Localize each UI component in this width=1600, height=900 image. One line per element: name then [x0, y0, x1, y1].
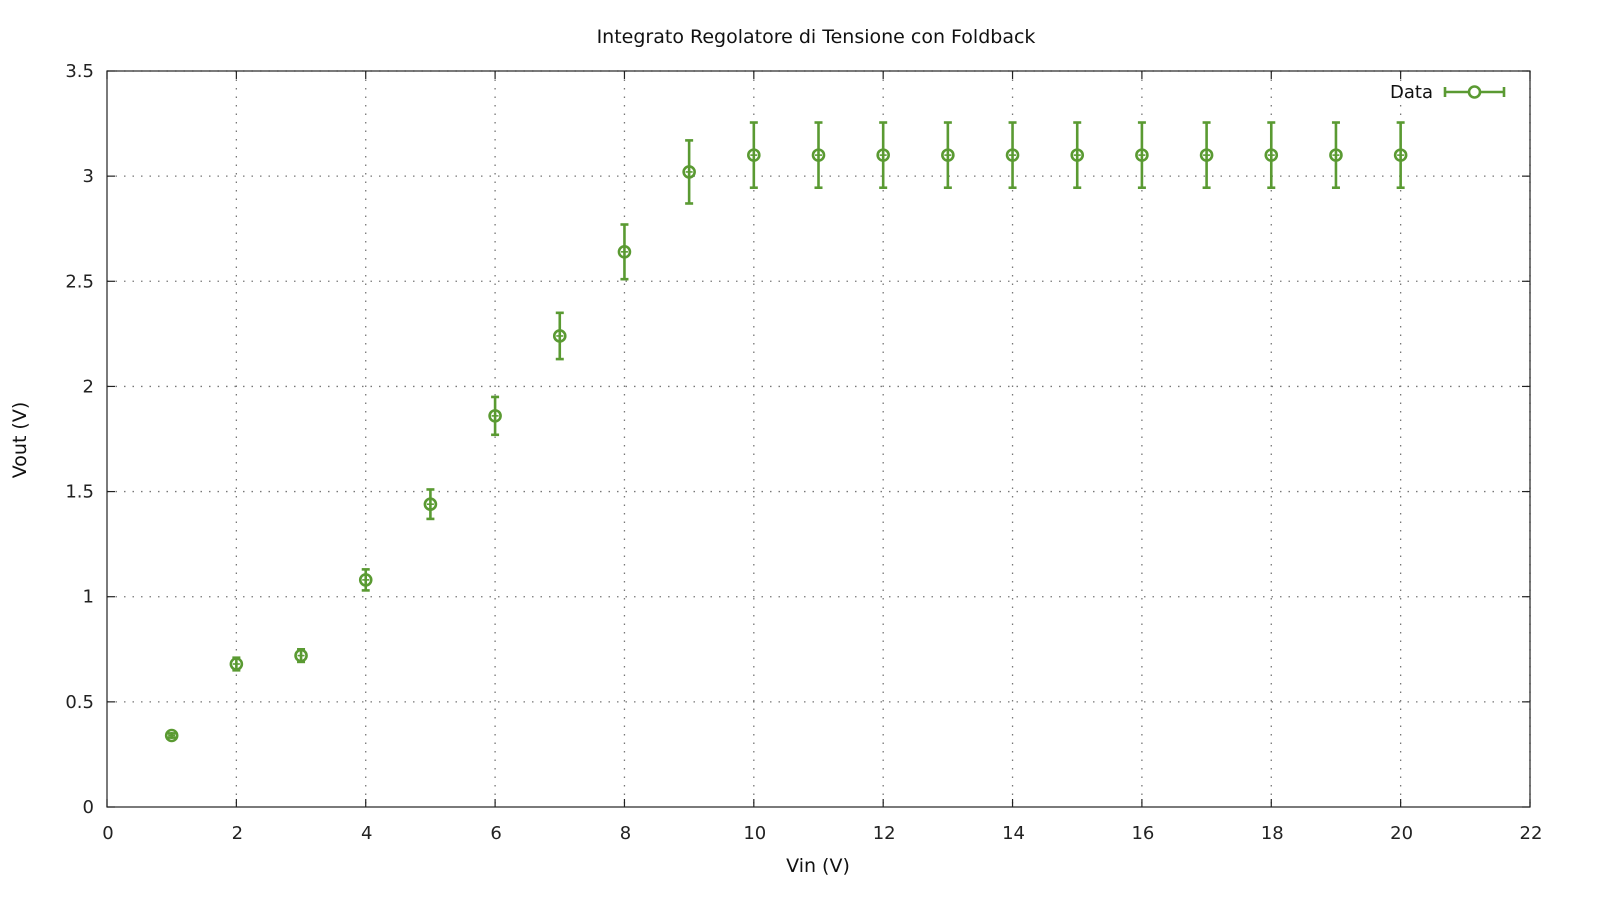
data-point: [488, 409, 502, 423]
data-point: [1135, 148, 1149, 162]
data-point: [294, 648, 308, 663]
data-point: [1199, 148, 1214, 162]
y-tick-label: 1.5: [65, 482, 94, 503]
data-point: [1264, 148, 1279, 162]
x-tick-label: 22: [1520, 823, 1543, 844]
chart-title: Integrato Regolatore di Tensione con Fol…: [597, 26, 1036, 48]
y-tick-label: 1: [83, 587, 94, 608]
legend: Data: [1390, 82, 1506, 103]
data-point: [876, 148, 890, 162]
y-tick-label: 0: [83, 797, 94, 818]
data-point: [682, 165, 696, 179]
x-tick-label: 20: [1390, 823, 1413, 844]
x-tick-label: 14: [1002, 823, 1025, 844]
y-tick-label: 2.5: [65, 271, 94, 292]
x-tick-label: 10: [743, 823, 766, 844]
axes: [106, 70, 1531, 808]
tick-labels: 0 2 4 6 8 10 12 14 16 18 20 22 0 0.5 1 1.5 2 2.5 3 3.5: [65, 61, 1542, 844]
data-point: [358, 573, 373, 587]
x-tick-label: 18: [1261, 823, 1284, 844]
data-point: [552, 329, 567, 343]
legend-sample: [1443, 85, 1506, 99]
x-tick-label: 6: [490, 823, 501, 844]
data-point: [941, 148, 955, 162]
x-tick-label: 2: [232, 823, 243, 844]
data-point: [423, 497, 438, 511]
x-tick-label: 4: [361, 823, 372, 844]
y-tick-label: 0.5: [65, 692, 94, 713]
legend-label: Data: [1390, 82, 1433, 103]
data-point: [164, 728, 179, 743]
data-point: [617, 245, 632, 259]
x-axis-title: Vin (V): [786, 855, 850, 877]
data-point: [1329, 148, 1343, 162]
y-axis-title: Vout (V): [9, 402, 31, 479]
data-point: [811, 148, 826, 162]
data-series: [164, 121, 1408, 743]
y-tick-label: 3.5: [65, 61, 94, 82]
x-tick-label: 12: [873, 823, 896, 844]
data-point: [1070, 148, 1085, 162]
y-tick-label: 3: [83, 166, 94, 187]
plot-frame: [106, 70, 1531, 808]
x-tick-label: 0: [102, 823, 113, 844]
data-point: [1005, 148, 1020, 162]
data-point: [229, 657, 244, 671]
data-point: [1393, 148, 1408, 162]
data-point: [747, 148, 761, 162]
x-tick-label: 16: [1131, 823, 1154, 844]
legend-marker: [1467, 85, 1482, 99]
y-tick-label: 2: [83, 376, 94, 397]
x-tick-label: 8: [620, 823, 631, 844]
